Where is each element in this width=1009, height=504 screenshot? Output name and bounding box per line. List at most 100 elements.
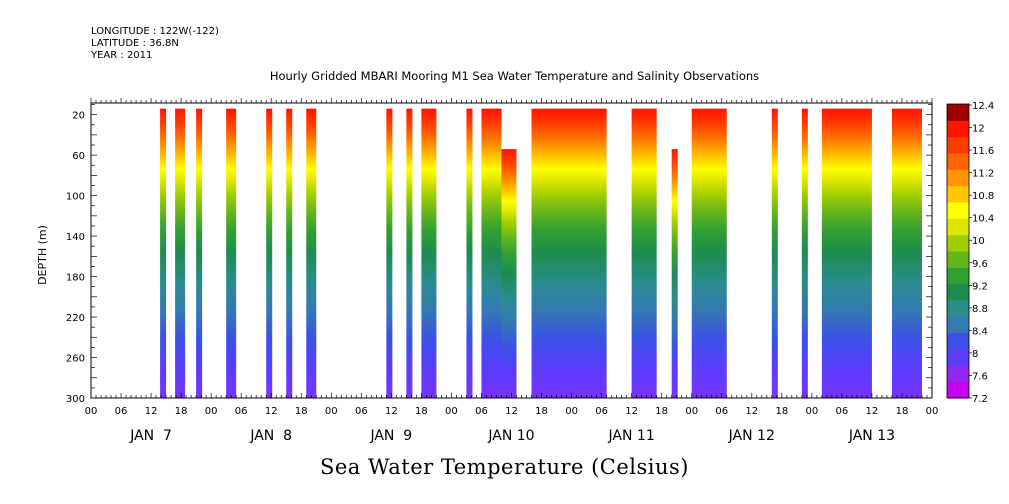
x-tick-label: 12: [385, 406, 398, 417]
x-tick-label: 00: [325, 406, 338, 417]
data-column: [226, 108, 237, 399]
x-tick-label: 06: [355, 406, 368, 417]
colorbar-swatch: [947, 153, 969, 170]
x-tick-label: 06: [595, 406, 608, 417]
data-column: [421, 108, 437, 399]
colorbar-swatch: [947, 381, 969, 399]
colorbar-swatch: [947, 169, 969, 187]
colorbar-swatch: [947, 185, 969, 203]
data-column: [671, 149, 678, 398]
x-tick-label: 12: [745, 406, 758, 417]
x-tick-label: 18: [415, 406, 428, 417]
colorbar-label: 10.4: [972, 214, 994, 225]
data-column: [196, 108, 203, 399]
y-tick-label: 140: [66, 232, 85, 243]
colorbar-swatch: [947, 365, 969, 383]
x-tick-label: 12: [265, 406, 278, 417]
colorbar-swatch: [947, 316, 969, 334]
x-tick-label: 12: [625, 406, 638, 417]
colorbar-swatch: [947, 300, 969, 317]
colorbar-label: 10.8: [972, 191, 994, 202]
colorbar-label: 8: [972, 349, 978, 360]
colorbar-label: 7.2: [972, 394, 988, 405]
x-tick-label: 06: [115, 406, 128, 417]
colorbar-label: 11.2: [972, 169, 994, 180]
data-column: [160, 108, 167, 399]
heatmap-fills: [160, 108, 922, 399]
colorbar-swatch: [947, 104, 969, 121]
chart-title: Hourly Gridded MBARI Mooring M1 Sea Wate…: [269, 69, 760, 83]
colorbar-label: 9.2: [972, 281, 988, 292]
x-tick-label: 12: [505, 406, 518, 417]
colorbar-swatch: [947, 349, 969, 366]
data-column: [386, 108, 393, 399]
y-tick-label: 180: [66, 273, 85, 284]
data-column: [306, 108, 317, 399]
x-day-label: JAN 7: [129, 428, 172, 444]
y-tick-label: 20: [72, 111, 85, 122]
x-tick-label: 00: [205, 406, 218, 417]
colorbar-swatch: [947, 218, 969, 236]
x-day-label: JAN 8: [249, 428, 292, 444]
data-column: [531, 108, 607, 399]
colorbar-label: 12.4: [972, 101, 994, 112]
colorbar-label: 7.6: [972, 371, 988, 382]
colorbar-swatch: [947, 202, 969, 219]
x-tick-label: 18: [655, 406, 668, 417]
variable-title: Sea Water Temperature (Celsius): [319, 455, 689, 479]
axes: 00 06 12 18 00 06 12 18 00 06 12 18 00 06 12 18 00 06 12 18…: [66, 98, 938, 444]
colorbar-swatch: [947, 234, 969, 252]
data-column: [466, 108, 473, 399]
x-tick-label: 18: [896, 406, 909, 417]
latitude-label: LATITUDE : 36.8N: [91, 38, 179, 49]
data-column: [691, 108, 727, 399]
colorbar-swatch: [947, 136, 969, 154]
data-column: [406, 108, 413, 399]
colorbar-label: 9.6: [972, 259, 988, 270]
y-tick-label: 60: [72, 151, 85, 162]
colorbar-label: 12: [972, 124, 985, 135]
x-tick-label: 12: [145, 406, 158, 417]
x-day-label: JAN 13: [848, 428, 895, 444]
colorbar-label: 11.6: [972, 146, 994, 157]
longitude-label: LONGITUDE : 122W(-122): [91, 26, 219, 37]
y-tick-label: 100: [66, 192, 85, 203]
x-day-label: JAN 11: [608, 428, 655, 444]
data-column: [481, 108, 502, 399]
x-tick-label: 00: [85, 406, 98, 417]
colorbar-swatch: [947, 283, 969, 301]
x-day-label: JAN 9: [369, 428, 412, 444]
colorbar-label: 10: [972, 236, 985, 247]
colorbar-swatch: [947, 267, 969, 285]
x-tick-label: 06: [715, 406, 728, 417]
colorbar-label: 8.8: [972, 304, 988, 315]
colorbar-swatch: [947, 120, 969, 138]
data-column: [266, 108, 273, 399]
x-tick-label: 06: [235, 406, 248, 417]
data-column: [821, 108, 872, 399]
data-column: [286, 108, 293, 399]
x-tick-label: 00: [685, 406, 698, 417]
x-tick-label: 18: [295, 406, 308, 417]
data-column: [891, 108, 922, 399]
x-tick-label: 00: [805, 406, 818, 417]
y-tick-label: 300: [66, 394, 85, 405]
y-tick-label: 260: [66, 354, 85, 365]
x-tick-label: 00: [565, 406, 578, 417]
x-tick-label: 00: [926, 406, 939, 417]
data-column: [771, 108, 778, 399]
x-tick-label: 00: [445, 406, 458, 417]
x-tick-label: 06: [475, 406, 488, 417]
colorbar: 7.2 7.6 8 8.4 8.8 9.2 9.6 10 10.4 10.8 11.2 11.6 12 1…: [946, 101, 994, 405]
x-tick-label: 06: [836, 406, 849, 417]
y-axis-label: DEPTH (m): [36, 225, 49, 285]
data-column: [801, 108, 808, 399]
x-tick-label: 18: [775, 406, 788, 417]
x-tick-label: 12: [866, 406, 879, 417]
x-tick-label: 18: [535, 406, 548, 417]
x-day-label: JAN 12: [728, 428, 775, 444]
colorbar-swatch: [947, 332, 969, 350]
colorbar-swatch: [947, 251, 969, 268]
data-column: [175, 108, 186, 399]
